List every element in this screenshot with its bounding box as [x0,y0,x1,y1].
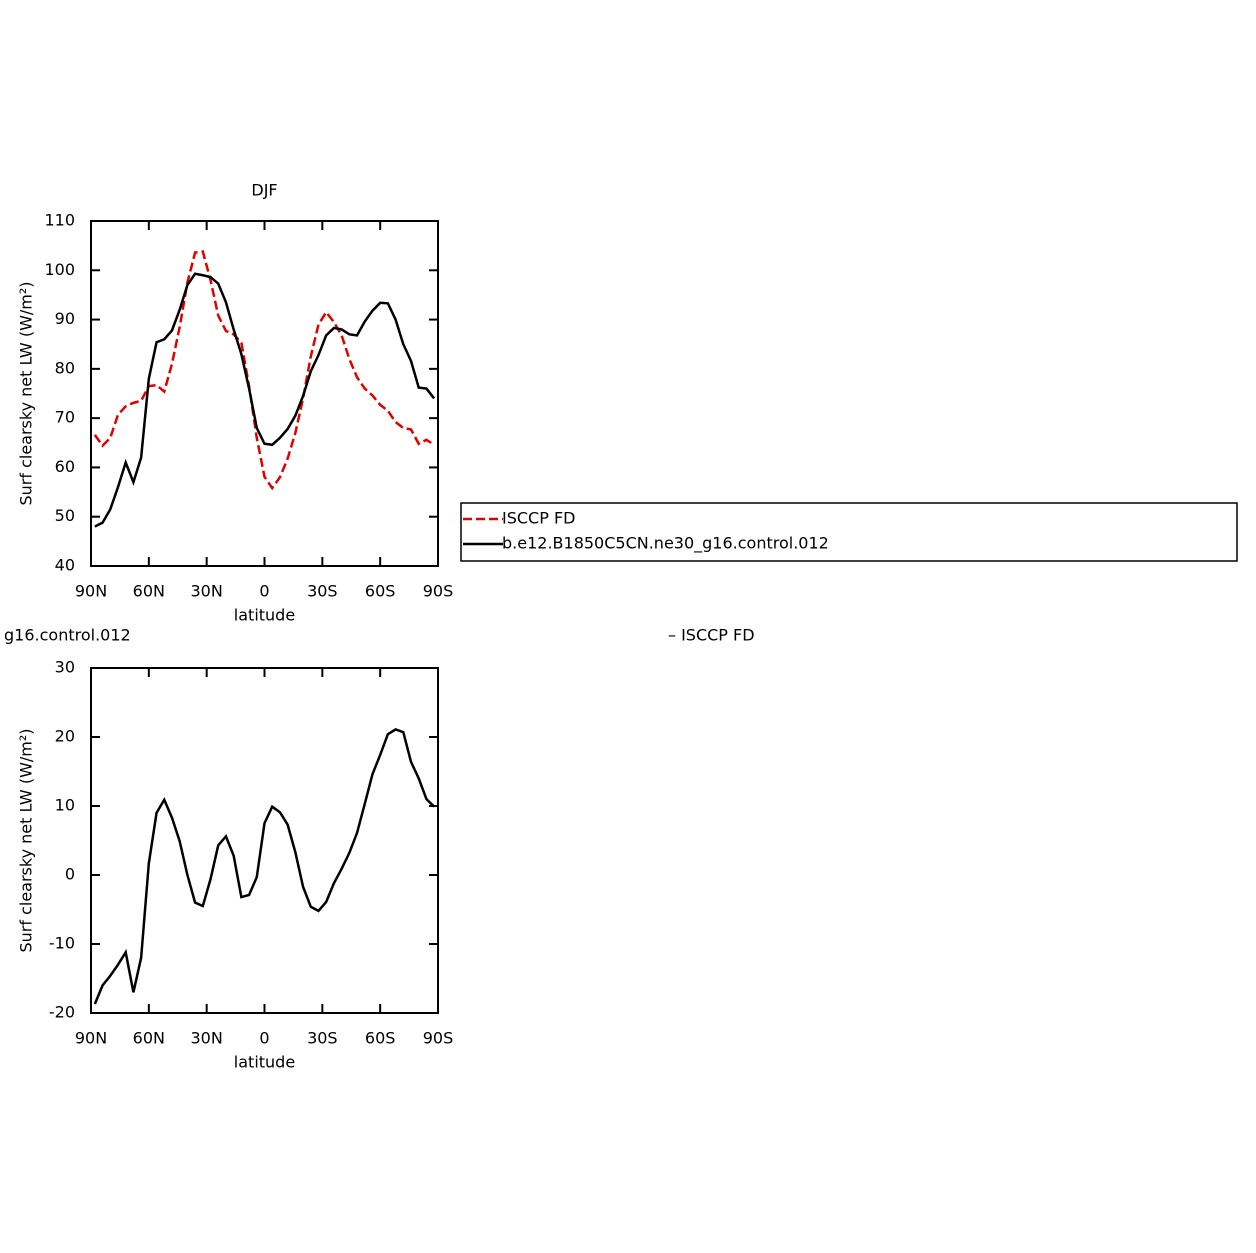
chart-title: DJF [251,181,277,200]
legend-box [460,502,1238,562]
plot-frame [90,667,439,1014]
y-axis-label: Surf clearsky net LW (W/m²) [17,728,36,952]
x-tick-label: 0 [259,1029,269,1048]
legend-label: b.e12.B1850C5CN.ne30_g16.control.012 [502,534,829,554]
x-tick-label: 90N [75,582,107,601]
y-tick-label: 80 [55,358,75,377]
y-tick-label: 90 [55,309,75,328]
y-tick-label: 40 [55,556,75,575]
legend-label: ISCCP FD [502,509,575,528]
x-tick-label: 30N [191,582,223,601]
x-tick-label: 90S [423,582,454,601]
x-tick-label: 30S [307,1029,338,1048]
x-tick-label: 90S [423,1029,454,1048]
x-tick-label: 0 [259,582,269,601]
x-tick-label: 90N [75,1029,107,1048]
x-tick-label: 60N [133,1029,165,1048]
y-tick-label: 10 [55,796,75,815]
data-line [93,728,436,1005]
y-tick-label: -10 [49,934,75,953]
y-tick-label: 100 [44,260,75,279]
x-tick-label: 60S [365,582,396,601]
data-line [94,272,436,528]
y-tick-label: 20 [55,727,75,746]
x-axis-label: latitude [234,1053,295,1072]
chart-title-right: – ISCCP FD [668,626,755,645]
y-tick-label: 70 [55,408,75,427]
y-tick-label: 0 [65,865,75,884]
x-tick-label: 60S [365,1029,396,1048]
y-tick-label: 60 [55,457,75,476]
x-tick-label: 30N [191,1029,223,1048]
y-axis-label: Surf clearsky net LW (W/m²) [17,281,36,505]
x-tick-label: 60N [133,582,165,601]
x-tick-label: 30S [307,582,338,601]
x-axis-label: latitude [234,606,295,625]
chart-title: g16.control.012 [4,626,131,645]
y-tick-label: 50 [55,506,75,525]
y-tick-label: -20 [49,1003,75,1022]
y-tick-label: 30 [55,658,75,677]
data-line [93,250,435,491]
y-tick-label: 110 [44,211,75,230]
plot-frame [90,220,439,567]
